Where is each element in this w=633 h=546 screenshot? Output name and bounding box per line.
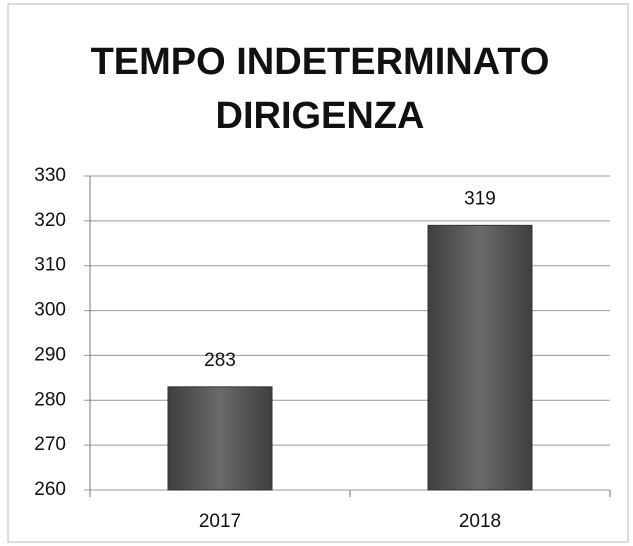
y-tick-label: 270 [34, 434, 66, 455]
y-tick-label: 310 [34, 255, 66, 276]
x-tick-label: 2018 [459, 511, 501, 532]
y-tick-label: 260 [34, 479, 66, 500]
x-tick-label: 2017 [199, 511, 241, 532]
y-tick-label: 290 [34, 344, 66, 365]
bar [427, 224, 533, 491]
chart-title: DIRIGENZA [216, 95, 425, 137]
y-tick-label: 280 [34, 389, 66, 410]
chart-title: TEMPO INDETERMINATO [91, 41, 550, 83]
data-label: 319 [464, 188, 496, 209]
y-tick-label: 300 [34, 300, 66, 321]
y-tick-label: 320 [34, 210, 66, 231]
data-label: 283 [204, 350, 236, 371]
chart-frame [7, 3, 629, 543]
y-tick-label: 330 [34, 165, 66, 186]
bar [167, 386, 273, 491]
